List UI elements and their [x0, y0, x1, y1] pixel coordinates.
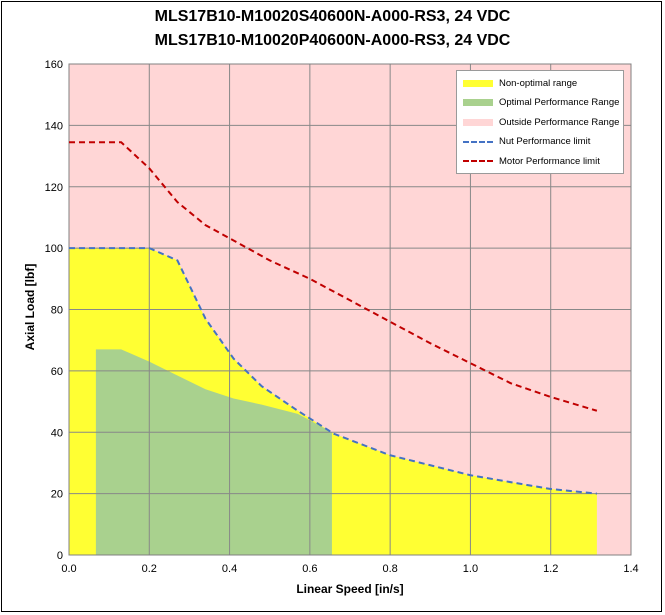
- y-axis-title: Axial Load [lbf]: [23, 263, 37, 351]
- legend-label: Outside Performance Range: [499, 116, 620, 128]
- y-tick-label: 60: [51, 366, 63, 378]
- chart-title-line-2: MLS17B10-M10020P40600N-A000-RS3, 24 VDC: [154, 32, 511, 49]
- legend-label: Nut Performance limit: [499, 136, 591, 147]
- legend-dash-line: [463, 160, 493, 162]
- x-tick-label: 1.4: [623, 563, 638, 575]
- y-tick-label: 0: [57, 550, 63, 562]
- legend-label: Motor Performance limit: [499, 155, 600, 167]
- x-tick-label: 0.6: [302, 563, 317, 575]
- x-tick-label: 0.4: [222, 563, 237, 575]
- motor-limit-line: [69, 141, 598, 412]
- y-tick-label: 80: [51, 305, 63, 317]
- x-tick-label: 1.2: [543, 563, 558, 575]
- x-tick-label: 1.0: [463, 563, 478, 575]
- x-tick-label: 0.2: [142, 563, 157, 575]
- legend-label: Optimal Performance Range: [499, 97, 620, 108]
- y-tick-label: 20: [51, 489, 63, 501]
- plot-area-border: [68, 63, 632, 556]
- nut-limit-line: [69, 247, 597, 495]
- x-axis-title: Linear Speed [in/s]: [296, 582, 404, 596]
- legend-item: Outside Performance Range: [463, 115, 619, 129]
- y-tick-label: 40: [51, 427, 63, 439]
- legend-dash-line: [463, 140, 493, 143]
- legend-item: Nut Performance limit: [463, 135, 590, 149]
- chart-title-line-1: MLS17B10-M10020S40600N-A000-RS3, 24 VDC: [154, 8, 511, 25]
- x-tick-label: 0.0: [61, 563, 76, 575]
- y-tick-label: 140: [45, 120, 63, 132]
- legend-item: Optimal Performance Range: [463, 96, 619, 110]
- legend-label: Non-optimal range: [499, 77, 578, 89]
- legend-item: Motor Performance limit: [463, 154, 600, 168]
- legend-swatch: [463, 118, 493, 126]
- y-tick-label: 100: [45, 243, 63, 255]
- y-tick-label: 120: [45, 182, 63, 194]
- legend-swatch: [463, 79, 493, 87]
- x-tick-label: 0.8: [382, 563, 397, 575]
- legend-swatch: [463, 99, 493, 106]
- optimal-area: [95, 349, 332, 555]
- legend-item: Non-optimal range: [463, 76, 577, 90]
- y-tick-label: 160: [45, 59, 63, 71]
- chart-legend: Non-optimal range Optimal Performance Ran…: [456, 70, 624, 174]
